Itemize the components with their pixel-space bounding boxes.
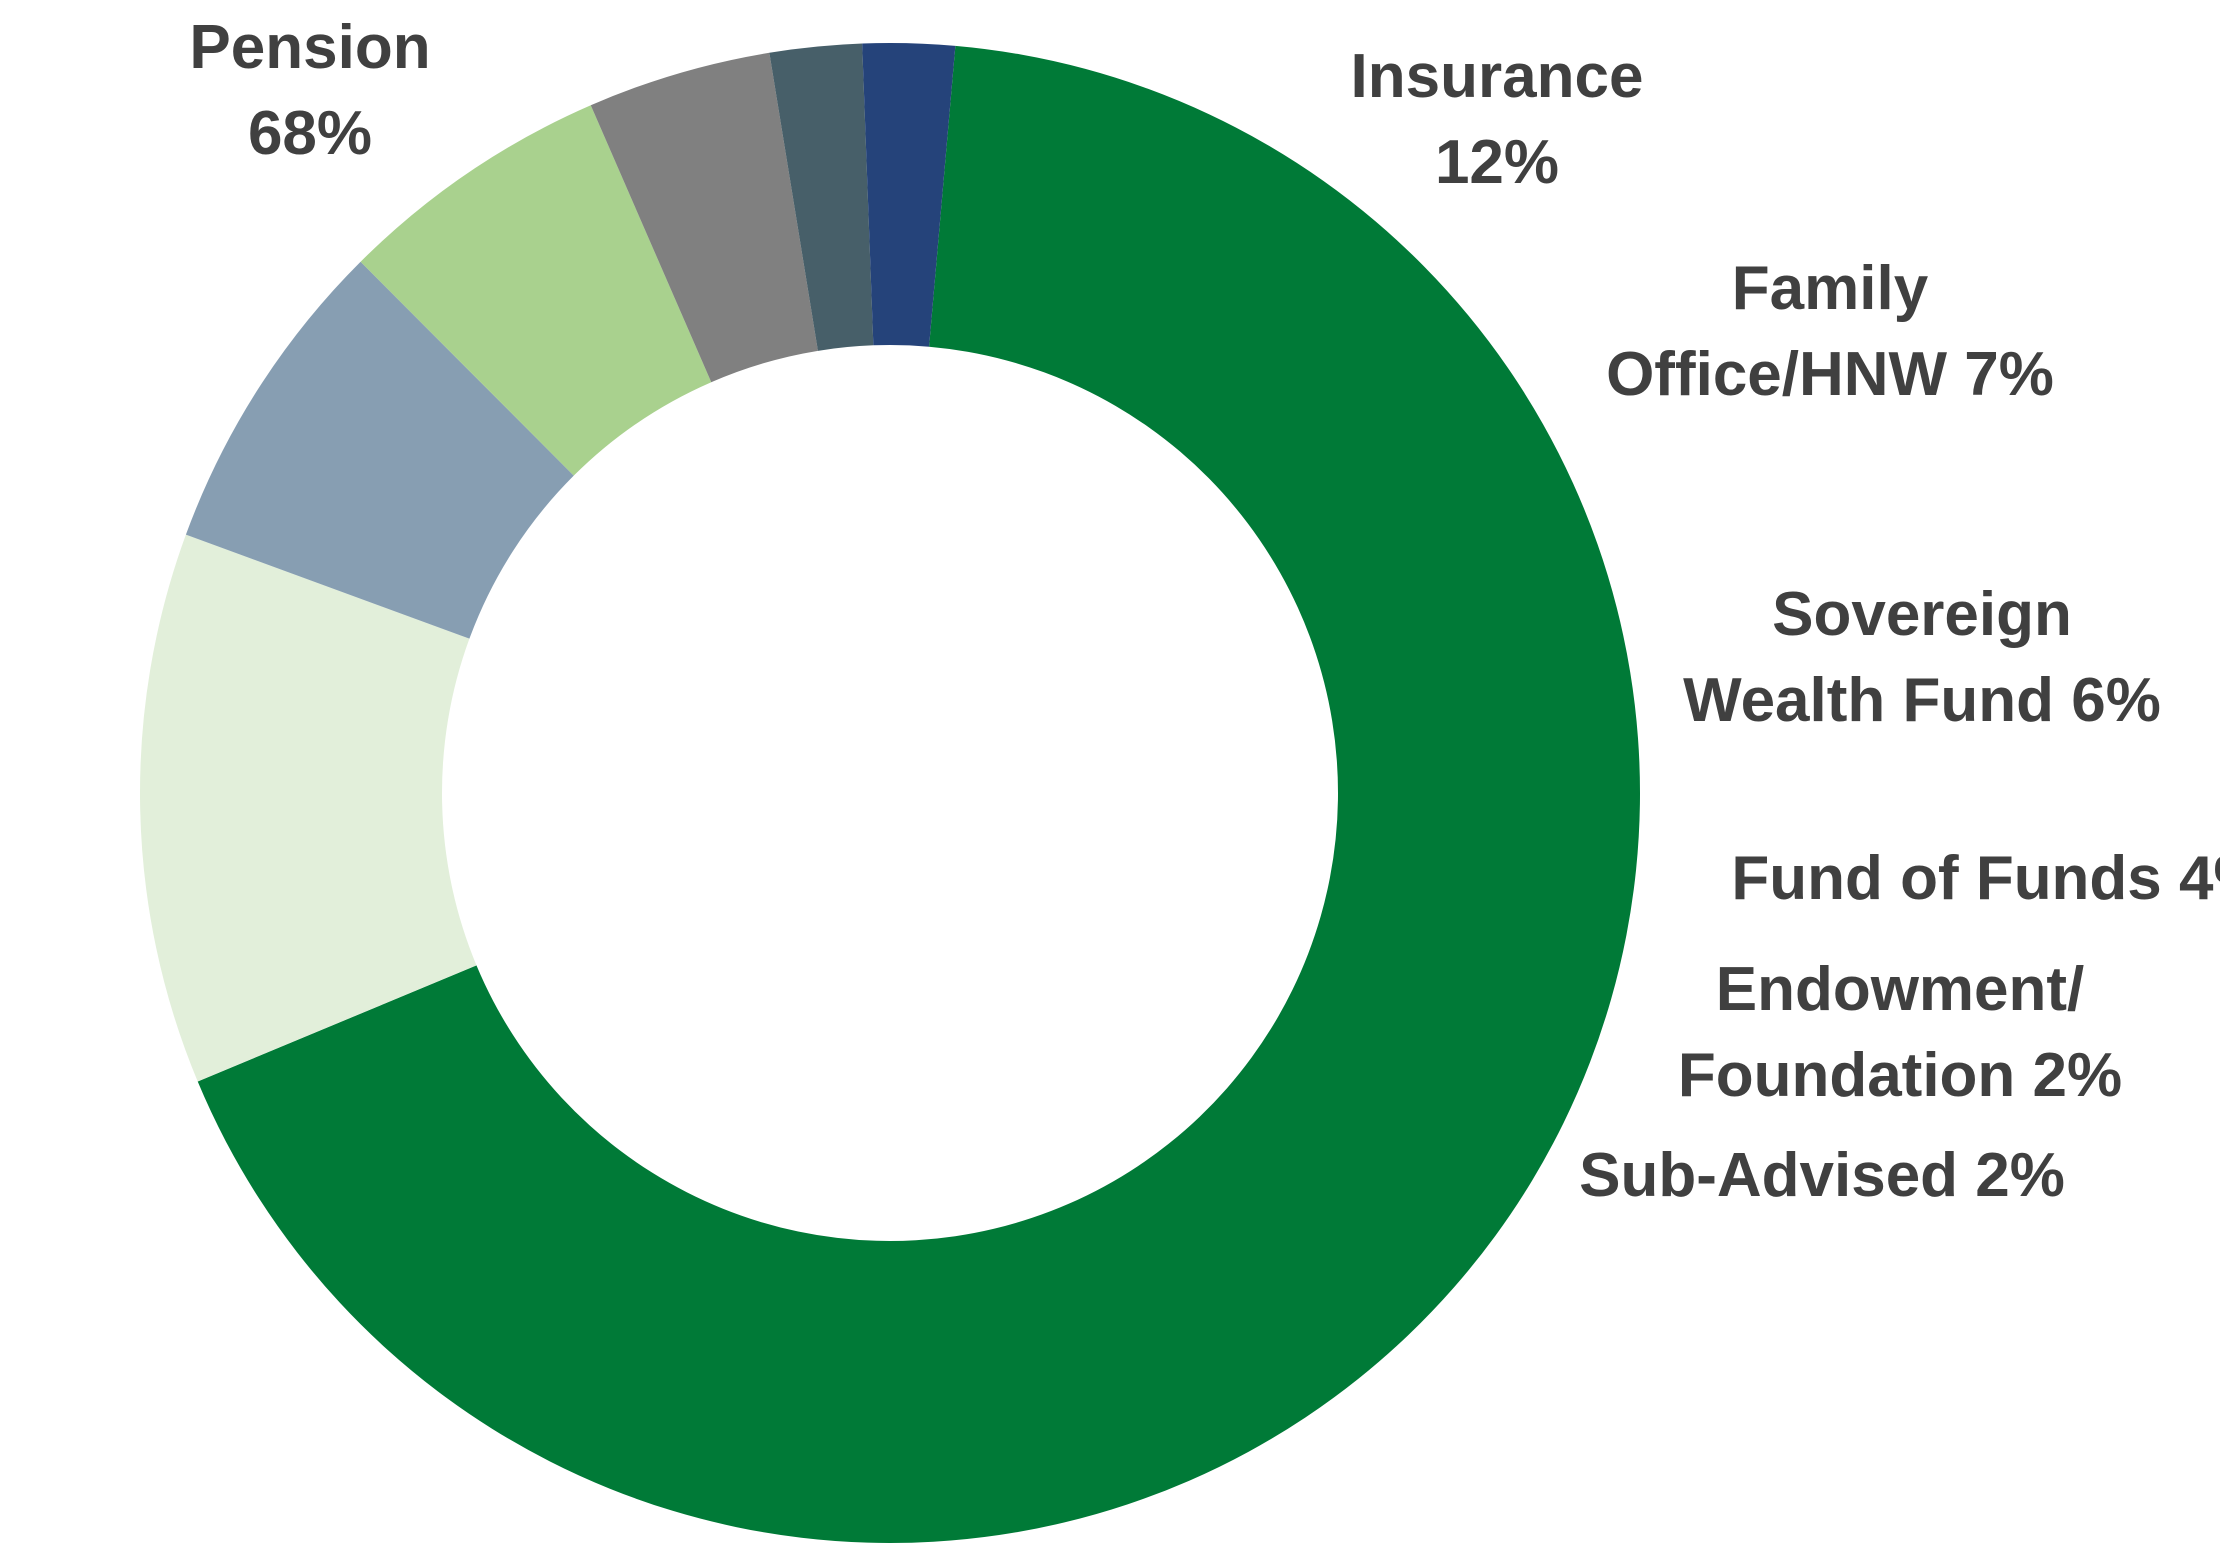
- slice-insurance: [139, 534, 477, 1082]
- label-family-line-2: Office/HNW 7%: [1606, 340, 2054, 409]
- donut-slices: [139, 43, 1641, 1543]
- slice-endowment: [769, 43, 874, 351]
- label-sub-advised-2-line-1: Sub-Advised 2%: [1579, 1141, 2065, 1210]
- label-insurance: Insurance 12%: [1351, 42, 1644, 197]
- label-sovereign: Sovereign Wealth Fund 6%: [1683, 580, 2161, 735]
- label-pension: Pension 68%: [189, 13, 430, 168]
- label-family-line-1: Family: [1732, 254, 1929, 323]
- slice-sovereign: [360, 105, 712, 476]
- label-sovereign-line-2: Wealth Fund 6%: [1683, 666, 2161, 735]
- label-endowment: Endowment/Foundation 2%: [1678, 955, 2122, 1110]
- label-pension-line-1: Pension: [189, 13, 430, 82]
- label-endowment-line-2: Foundation 2%: [1678, 1041, 2122, 1110]
- label-fund-of-funds-4-line-1: Fund of Funds 4%: [1731, 844, 2220, 913]
- label-insurance-line-1: Insurance: [1351, 42, 1644, 111]
- slice-fund-of-funds-4: [590, 52, 818, 383]
- label-sovereign-line-1: Sovereign: [1772, 580, 2072, 649]
- slice-pension: [197, 45, 1641, 1543]
- slice-labels: Pension 68% Insurance 12% Family Office/HNW 7…: [189, 13, 2220, 1210]
- label-endowment-line-1: Endowment/: [1716, 955, 2085, 1024]
- label-pension-line-2: 68%: [248, 99, 372, 168]
- label-fund-of-funds-4: Fund of Funds 4%: [1731, 844, 2220, 913]
- label-family: Family Office/HNW 7%: [1606, 254, 2054, 409]
- label-insurance-line-2: 12%: [1435, 128, 1559, 197]
- slice-sub-advised-2: [862, 43, 956, 347]
- label-sub-advised-2: Sub-Advised 2%: [1579, 1141, 2065, 1210]
- slice-family: [185, 261, 574, 639]
